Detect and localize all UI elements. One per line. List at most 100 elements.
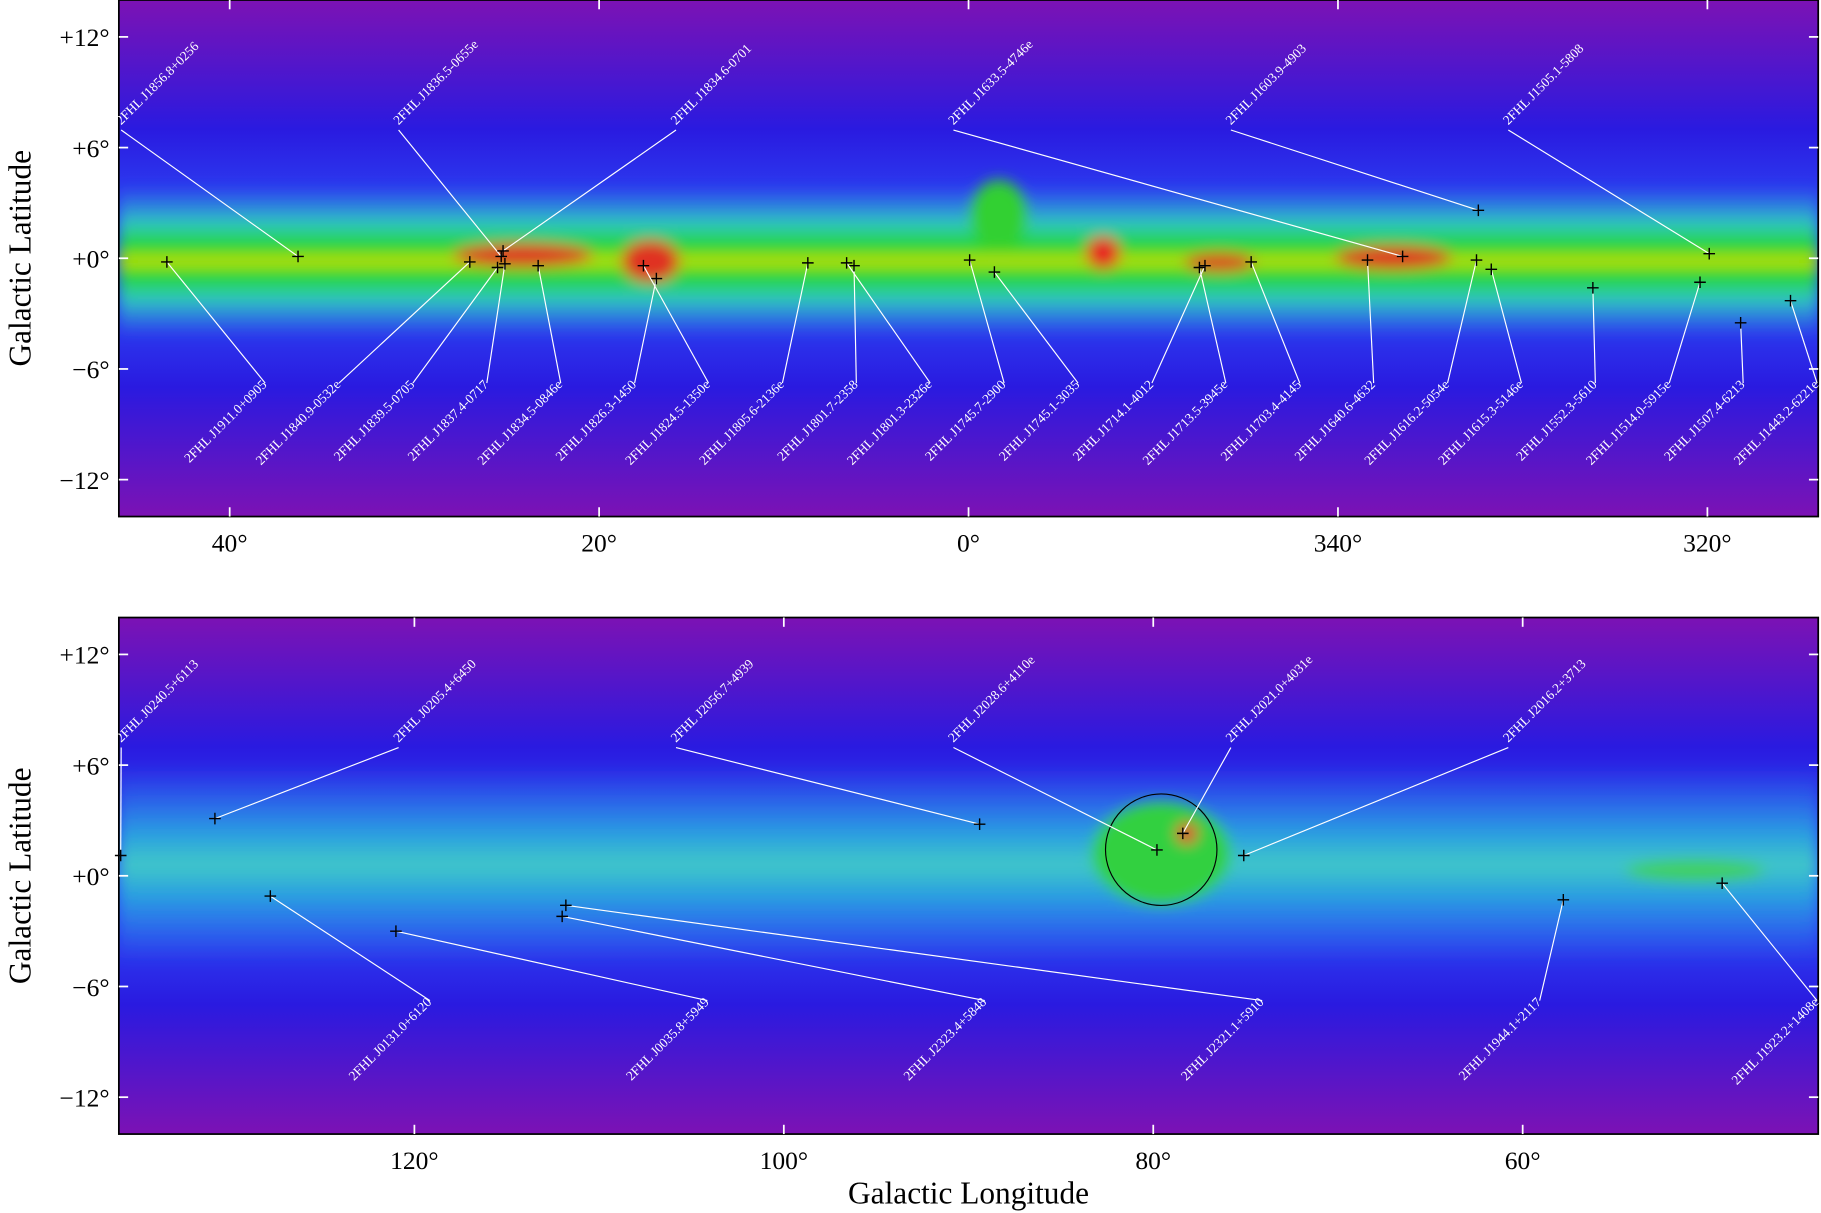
source-marker	[963, 254, 976, 266]
source-marker	[464, 256, 476, 268]
source-marker	[114, 849, 127, 862]
leader-line	[1151, 265, 1206, 384]
source-marker	[1784, 294, 1797, 307]
source-marker	[1472, 204, 1485, 217]
source-marker	[495, 250, 508, 263]
source-marker	[1245, 256, 1257, 268]
source-marker	[390, 925, 402, 937]
leader-line	[395, 930, 708, 1002]
source-marker	[497, 245, 509, 257]
source-marker	[264, 890, 277, 902]
leader-line	[1592, 287, 1596, 384]
leader-line	[120, 129, 299, 257]
y-tick-label: −12°	[59, 1083, 109, 1112]
x-tick-label: 40°	[212, 528, 248, 557]
leader-line	[1740, 322, 1744, 384]
source-marker	[292, 250, 304, 263]
x-tick-label: 120°	[390, 1146, 438, 1175]
x-axis-title: Galactic Longitude	[848, 1176, 1089, 1211]
leader-line	[1507, 129, 1710, 255]
x-tick-label: 80°	[1135, 1146, 1171, 1175]
source-marker	[499, 258, 511, 270]
map-background	[118, 617, 1819, 1135]
x-tick-label: 340°	[1314, 528, 1362, 557]
leader-line	[1789, 300, 1818, 384]
source-marker	[532, 259, 544, 272]
leader-line	[338, 261, 471, 384]
source-marker	[637, 259, 650, 272]
leader-line	[412, 267, 498, 384]
map-background	[118, 0, 1819, 517]
source-marker	[1237, 849, 1250, 862]
source-marker	[209, 812, 221, 825]
leader-line	[166, 261, 266, 384]
source-marker	[1716, 877, 1728, 889]
leader-line	[1250, 261, 1301, 384]
leader-line	[1182, 747, 1232, 834]
y-tick-label: +0°	[72, 862, 109, 891]
source-marker	[1557, 893, 1570, 906]
leader-line	[781, 262, 809, 384]
y-tick-label: +12°	[59, 23, 109, 52]
leader-line	[270, 895, 431, 1002]
source-marker	[1703, 247, 1716, 260]
source-marker	[1193, 261, 1206, 274]
leader-line	[486, 263, 506, 384]
leader-line	[502, 129, 677, 252]
leader-line	[562, 915, 985, 1002]
leader-line	[634, 278, 657, 384]
y-tick-label: −6°	[72, 355, 109, 384]
leader-line	[993, 271, 1079, 384]
y-tick-label: −12°	[59, 466, 109, 495]
source-marker	[491, 261, 504, 274]
leader-line	[1721, 882, 1818, 1001]
y-tick-label: −6°	[72, 973, 109, 1002]
source-marker	[650, 272, 663, 285]
y-tick-label: +6°	[72, 134, 109, 163]
source-marker	[1396, 250, 1409, 263]
leader-line	[1198, 267, 1227, 384]
source-marker	[161, 256, 173, 268]
source-marker	[1485, 263, 1498, 276]
leader-line	[675, 746, 980, 825]
leader-line	[537, 265, 562, 384]
x-tick-label: 320°	[1683, 528, 1731, 557]
source-marker	[1734, 317, 1747, 329]
x-tick-label: 100°	[760, 1146, 808, 1175]
leader-line	[1539, 899, 1564, 1001]
source-marker	[1470, 254, 1483, 266]
leader-line	[1243, 746, 1509, 857]
source-marker	[973, 818, 986, 830]
y-axis-title: Galactic Latitude	[3, 150, 38, 367]
source-marker	[1199, 259, 1211, 272]
x-tick-label: 20°	[581, 528, 617, 557]
leader-line	[214, 746, 399, 820]
leader-line	[398, 129, 502, 257]
source-marker	[1587, 281, 1599, 294]
source-marker	[560, 899, 572, 912]
leader-line	[969, 259, 1005, 384]
leader-line	[1668, 282, 1701, 384]
y-axis-title: Galactic Latitude	[3, 768, 38, 985]
x-tick-label: 60°	[1505, 1146, 1541, 1175]
source-marker	[840, 257, 853, 269]
y-tick-label: +12°	[59, 641, 109, 670]
y-tick-label: +0°	[72, 245, 109, 274]
leader-line	[642, 265, 710, 384]
source-marker	[1177, 827, 1189, 840]
leader-line	[1446, 259, 1478, 384]
leader-line	[1366, 260, 1375, 384]
source-marker	[848, 259, 860, 272]
leader-line	[846, 262, 931, 384]
source-marker	[988, 266, 1001, 278]
leader-line	[1230, 129, 1479, 211]
source-marker	[1151, 844, 1163, 856]
leader-line	[565, 904, 1263, 1002]
leader-line	[953, 129, 1403, 257]
x-tick-label: 0°	[957, 528, 980, 557]
source-marker	[1361, 254, 1374, 266]
leader-line	[853, 265, 857, 384]
leader-line	[953, 747, 1158, 851]
